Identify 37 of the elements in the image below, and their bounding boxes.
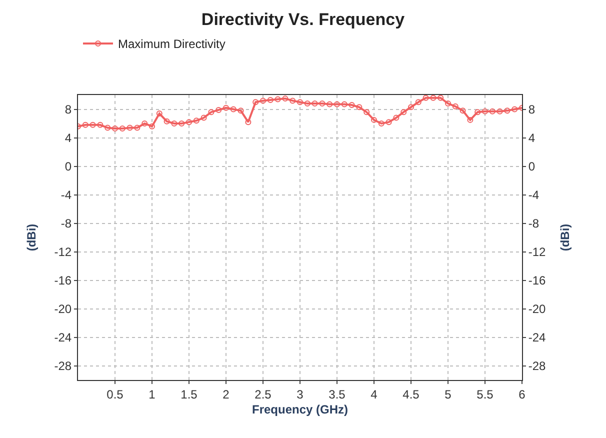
x-tick-label: 3.5 xyxy=(328,387,346,402)
y-tick-label: -4 xyxy=(60,188,72,202)
y2-tick-label: -8 xyxy=(528,216,540,230)
x-tick-label: 5 xyxy=(444,387,452,402)
x-tick-label: 1 xyxy=(148,387,156,402)
y2-tick-label: -12 xyxy=(528,244,546,259)
y-tick-label: 4 xyxy=(64,130,72,145)
y-tick-label: -16 xyxy=(54,273,72,288)
y2-tick-label: 0 xyxy=(528,159,536,174)
x-tick-label: 2.5 xyxy=(254,387,272,402)
y-tick-label: -12 xyxy=(54,244,72,259)
x-tick-label: 3 xyxy=(296,387,304,402)
x-tick-label: 4.5 xyxy=(402,387,420,402)
x-tick-label: 2 xyxy=(222,387,230,402)
y2-tick-label: -24 xyxy=(528,330,546,344)
x-tick-label: 6 xyxy=(518,387,526,402)
y-tick-label: 0 xyxy=(64,159,72,174)
y-tick-label: -28 xyxy=(54,358,72,373)
chart-title: Directivity Vs. Frequency xyxy=(201,10,406,30)
y2-tick-label: -4 xyxy=(528,188,540,202)
x-tick-label: 4 xyxy=(370,387,378,402)
y-tick-label: -8 xyxy=(60,216,72,230)
y2-tick-label: -20 xyxy=(528,302,546,316)
y-tick-label: -20 xyxy=(54,302,72,316)
x-tick-label: 0.5 xyxy=(106,387,124,402)
x-tick-label: 1.5 xyxy=(180,387,198,402)
y-axis-title: (dBi) xyxy=(24,224,39,252)
legend-label: Maximum Directivity xyxy=(118,37,226,52)
x-axis-title: Frequency (GHz) xyxy=(252,402,348,416)
y2-tick-label: -28 xyxy=(528,358,546,373)
y-tick-label: 8 xyxy=(64,102,72,116)
y2-tick-label: 4 xyxy=(528,130,536,145)
y-tick-label: -24 xyxy=(54,330,72,344)
y2-tick-label: 8 xyxy=(528,102,536,116)
x-tick-label: 5.5 xyxy=(476,387,494,402)
y2-axis-title: (dBi) xyxy=(558,224,572,252)
y2-tick-label: -16 xyxy=(528,273,546,288)
